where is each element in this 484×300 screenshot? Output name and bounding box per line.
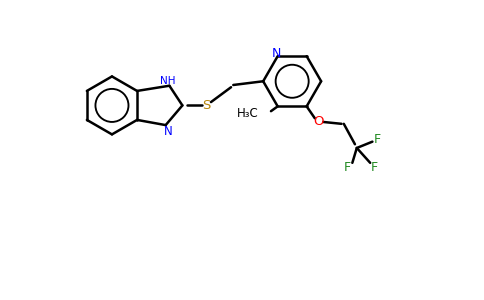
Text: O: O	[313, 116, 324, 128]
Text: F: F	[371, 161, 378, 174]
Text: N: N	[272, 47, 281, 60]
Text: S: S	[202, 99, 211, 112]
Text: F: F	[344, 161, 351, 174]
Text: NH: NH	[160, 76, 175, 86]
Text: H₃C: H₃C	[237, 106, 259, 120]
Text: N: N	[164, 124, 173, 138]
Text: F: F	[374, 133, 381, 146]
